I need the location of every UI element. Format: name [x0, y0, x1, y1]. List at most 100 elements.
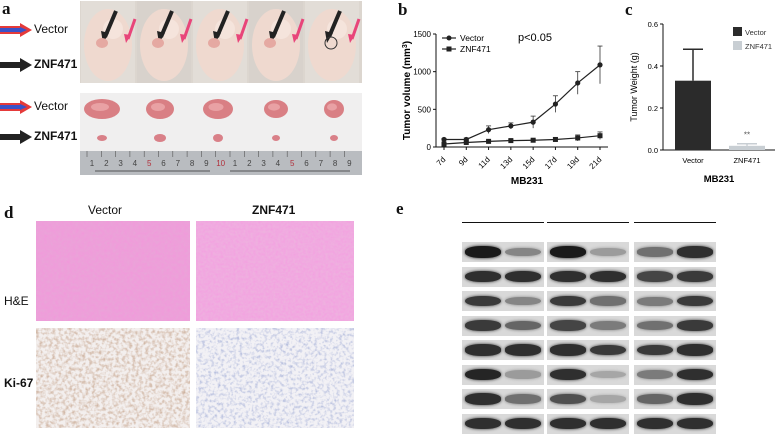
tumor-highlight — [208, 103, 224, 111]
pink-arrow-icon — [348, 34, 355, 43]
tumor-volume-chart: 0 500 1000 1500 7d 9d 11d 13d 15d 17d 19d 21d Tumor … — [402, 30, 608, 187]
protein-band — [465, 270, 501, 283]
protein-band — [677, 368, 713, 381]
protein-band — [590, 417, 626, 430]
tumor-highlight — [91, 103, 109, 111]
ruler-number: 8 — [190, 159, 195, 168]
tumor-highlight — [268, 103, 280, 111]
protein-band — [677, 246, 713, 258]
y-axis-label: Tumor Weight (g) — [629, 52, 639, 122]
tumor-bump — [96, 38, 108, 48]
mouse-body — [196, 9, 244, 81]
ruler-number: 5 — [290, 159, 295, 168]
panel-a: a 1 2 3 4 5 6 7 8 9 10 1 2 3 4 5 6 7 8 9 Vector ZNF471 Vecto… — [0, 0, 365, 180]
data-point — [552, 101, 559, 107]
panel-d-label: d — [4, 203, 14, 222]
data-point — [508, 138, 514, 144]
ruler-number: 8 — [333, 159, 338, 168]
protein-band — [677, 344, 713, 356]
x-tick-label: 9d — [457, 155, 470, 168]
series-line-vector — [444, 64, 601, 141]
mouse-body — [84, 9, 132, 81]
protein-band — [465, 344, 501, 356]
ruler-number: 2 — [247, 159, 252, 168]
protein-band — [590, 370, 626, 379]
pink-arrow-icon — [124, 34, 131, 43]
protein-band — [637, 296, 673, 306]
row-label-znf471: ZNF471 — [34, 129, 78, 143]
ruler-number: 7 — [319, 159, 324, 168]
protein-band — [677, 417, 713, 430]
y-axis-label: Tumor volume (mm3) — [402, 41, 414, 140]
tumor-bump — [208, 38, 220, 48]
protein-band — [637, 344, 673, 356]
legend-swatch — [733, 27, 742, 36]
tumor-znf471 — [330, 135, 338, 141]
ki67-vector-image — [36, 328, 190, 428]
tumor-znf471 — [97, 135, 107, 141]
data-point — [530, 137, 536, 143]
p-value-annotation: p<0.05 — [518, 32, 552, 44]
ruler-number: 2 — [104, 159, 109, 168]
panel-d: d Vector ZNF471 H&E Ki-67 — [0, 198, 370, 433]
column-header-vector: Vector — [88, 203, 123, 217]
protein-band — [637, 417, 673, 430]
data-point — [575, 80, 581, 86]
x-tick-label: 21d — [588, 155, 604, 171]
protein-band — [550, 270, 586, 283]
black-arrow-icon — [0, 58, 32, 72]
row-header-he: H&E — [4, 294, 29, 308]
bar-znf471 — [729, 145, 765, 150]
protein-band — [465, 393, 501, 405]
y-tick-label: 1000 — [413, 68, 431, 77]
row-label-znf471: ZNF471 — [34, 57, 78, 71]
significance-marker: ** — [744, 130, 750, 139]
data-point — [441, 141, 447, 147]
legend-label-vector: Vector — [460, 33, 484, 43]
tumor-highlight — [327, 103, 337, 111]
legend-marker — [446, 35, 452, 41]
x-tick-label: ZNF471 — [733, 156, 760, 165]
protein-band — [637, 394, 673, 404]
x-tick-label: 15d — [521, 155, 537, 171]
legend-marker — [446, 46, 452, 52]
bar-vector — [675, 80, 711, 150]
ruler-number: 1 — [233, 159, 238, 168]
group-underline — [547, 222, 629, 223]
protein-band — [505, 296, 541, 306]
tumor-highlight — [151, 103, 165, 111]
tumor-znf471 — [154, 134, 166, 142]
protein-band — [677, 320, 713, 331]
panel-a-label: a — [2, 0, 11, 18]
protein-band — [590, 395, 626, 403]
data-point — [597, 62, 603, 68]
legend-label-znf471: ZNF471 — [745, 42, 772, 51]
x-tick-label: 7d — [435, 155, 448, 168]
protein-band — [505, 370, 541, 379]
black-arrow-icon — [0, 130, 32, 144]
y-tick-label: 0.2 — [648, 104, 658, 113]
row-label-vector: Vector — [34, 22, 69, 36]
protein-band — [550, 393, 586, 405]
protein-band — [505, 417, 541, 430]
panel-b: b 0 500 1000 1500 7d 9d 11d 13d 15d 17d 19d 21d Tumo… — [398, 0, 618, 189]
panel-c-label: c — [625, 0, 633, 19]
x-tick-label: 13d — [498, 155, 514, 171]
ruler-number: 10 — [216, 159, 225, 168]
ruler-number: 4 — [276, 159, 281, 168]
protein-band — [505, 344, 541, 356]
protein-band — [550, 368, 586, 381]
protein-band — [590, 247, 626, 257]
ruler-number: 6 — [304, 159, 309, 168]
protein-band — [590, 344, 626, 356]
ruler-number: 6 — [161, 159, 166, 168]
panel-b-label: b — [398, 0, 408, 19]
x-tick-label: 11d — [477, 155, 492, 170]
data-point — [530, 119, 536, 125]
row-label-vector: Vector — [34, 99, 69, 113]
y-tick-label: 500 — [418, 105, 432, 114]
protein-band — [465, 320, 501, 331]
legend-label-vector: Vector — [745, 28, 767, 37]
pink-arrow-icon — [236, 34, 243, 43]
